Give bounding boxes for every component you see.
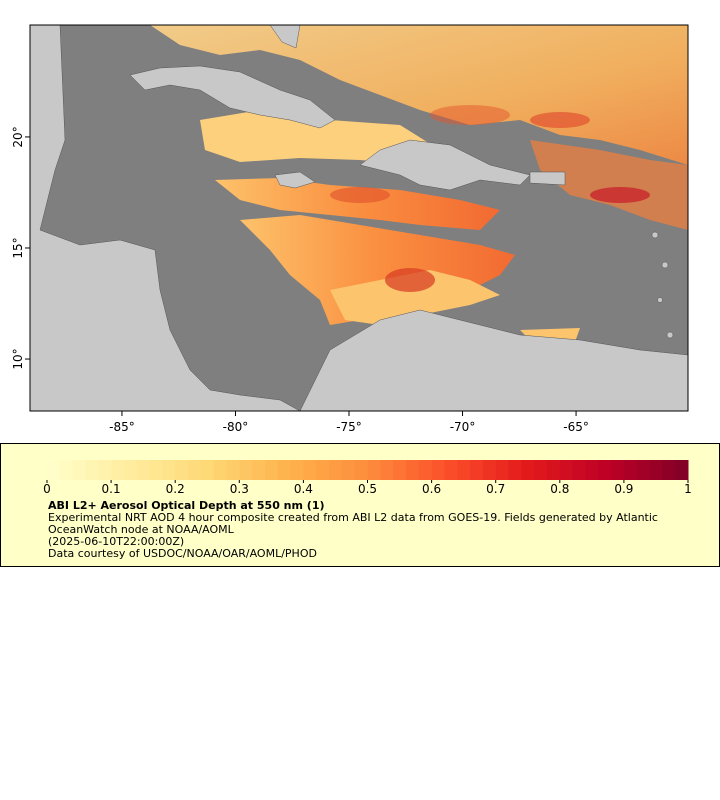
colorbar-segment (341, 460, 356, 480)
colorbar-segment (649, 460, 663, 480)
hispaniola (359, 139, 531, 191)
colorbar-tick-label: 0.2 (166, 482, 185, 496)
colorbar-tick-label: 0.5 (358, 482, 377, 496)
aerosol-hotspot (590, 187, 650, 203)
aerosol-plume (215, 178, 500, 230)
colorbar-segment (290, 460, 304, 480)
land (30, 25, 688, 411)
colorbar-segment (393, 460, 407, 480)
colorbar-segment (136, 460, 151, 480)
colorbar-segment (380, 460, 394, 480)
colorbar-tick-label: 0.3 (230, 482, 249, 496)
x-tick-label: -65° (563, 420, 589, 434)
map-frame (29, 24, 689, 412)
colorbar-segment (200, 460, 215, 480)
colorbar-tick-label: 1 (684, 482, 692, 496)
island (657, 297, 663, 303)
colorbar-segment (47, 460, 61, 480)
colorbar-segment (546, 460, 561, 480)
colorbar-segment (662, 460, 676, 480)
colorbar-tick-label: 0 (43, 482, 51, 496)
colorbar-segment (329, 460, 343, 480)
colorbar-segment (59, 460, 74, 480)
y-tick-label: 10° (11, 348, 25, 369)
colorbar-segment (264, 460, 279, 480)
colorbar-segment (611, 460, 625, 480)
x-tick-label: -80° (223, 420, 249, 434)
island (651, 231, 659, 239)
map-area (30, 25, 688, 411)
legend-credit: Data courtesy of USDOC/NOAA/OAR/AOML/PHO… (48, 547, 317, 560)
colorbar-segment (226, 460, 240, 480)
colorbar-segment (444, 460, 458, 480)
south-america (299, 309, 688, 411)
colorbar-segment (495, 460, 510, 480)
colorbar-segment (598, 460, 612, 480)
aerosol-hotspot (385, 268, 435, 292)
island (661, 261, 669, 269)
colorbar-segment (123, 460, 138, 480)
colorbar-segment (149, 460, 163, 480)
colorbar-segment (162, 460, 176, 480)
colorbar-segment (534, 460, 548, 480)
aerosol-plume (150, 25, 688, 165)
colorbar-segment (188, 460, 202, 480)
colorbar-tick-label: 0.1 (102, 482, 121, 496)
colorbar-segment (175, 460, 189, 480)
colorbar-segment (277, 460, 292, 480)
aerosol-hotspot (430, 105, 510, 125)
colorbar-segment (239, 460, 253, 480)
cuba (129, 65, 336, 129)
colorbar-segment (675, 460, 689, 480)
colorbar-segment (418, 460, 433, 480)
central-america (30, 25, 301, 411)
puerto-rico (529, 171, 566, 186)
colorbar-segment (367, 460, 381, 480)
colorbar-segment (316, 460, 330, 480)
colorbar-tick-label: 0.4 (294, 482, 313, 496)
legend-text: ABI L2+ Aerosol Optical Depth at 550 nm … (48, 500, 688, 560)
y-tick-label: 15° (11, 237, 25, 258)
island (666, 331, 674, 339)
aerosol-plume (530, 140, 688, 230)
colorbar-segment (636, 460, 651, 480)
colorbar-segment (559, 460, 574, 480)
colorbar-segment (585, 460, 599, 480)
colorbar-segment (303, 460, 317, 480)
colorbar-segment (98, 460, 112, 480)
colorbar-segment (623, 460, 638, 480)
aerosol-plume (330, 270, 500, 325)
colorbar-segment (252, 460, 266, 480)
colorbar-segment (431, 460, 445, 480)
colorbar-segment (470, 460, 484, 480)
colorbar-segment (457, 460, 471, 480)
aerosol-hotspot (530, 112, 590, 128)
legend-timestamp: (2025-06-10T22:00:00Z) (48, 535, 185, 548)
x-tick-label: -75° (336, 420, 362, 434)
legend-title: ABI L2+ Aerosol Optical Depth at 550 nm … (48, 499, 325, 512)
x-tick-label: -70° (450, 420, 476, 434)
legend-description: Experimental NRT AOD 4 hour composite cr… (48, 511, 658, 536)
aerosol-hotspot (330, 187, 390, 203)
colorbar-tick-label: 0.8 (550, 482, 569, 496)
colorbar-segment (508, 460, 522, 480)
colorbar-segment (72, 460, 86, 480)
y-tick-label: 20° (11, 126, 25, 147)
colorbar-segment (405, 460, 420, 480)
colorbar-tick-label: 0.6 (422, 482, 441, 496)
x-tick-label: -85° (109, 420, 135, 434)
colorbar-tick-label: 0.9 (614, 482, 633, 496)
colorbar-segment (521, 460, 535, 480)
colorbar-segment (111, 460, 125, 480)
colorbar-segment (85, 460, 99, 480)
florida (269, 25, 301, 49)
colorbar-segment (572, 460, 586, 480)
colorbar-segment (213, 460, 227, 480)
colorbar-segment (354, 460, 368, 480)
colorbar-segment (482, 460, 497, 480)
colorbar-tick-label: 0.7 (486, 482, 505, 496)
jamaica (274, 171, 316, 189)
